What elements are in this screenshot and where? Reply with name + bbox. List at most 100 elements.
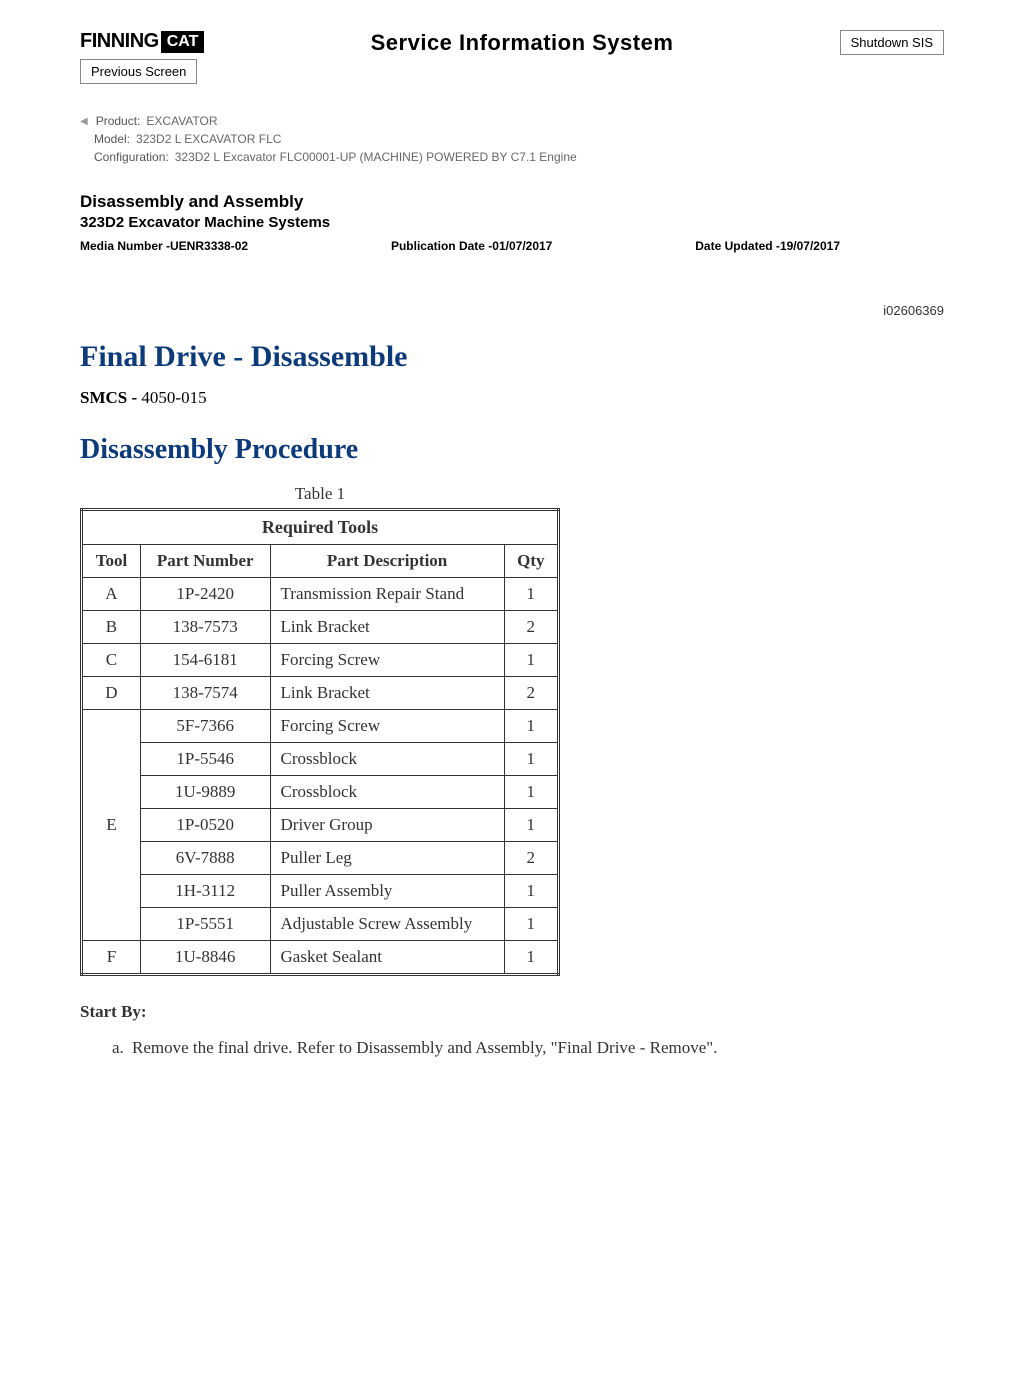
section-heading: Disassembly and Assembly 323D2 Excavator…: [80, 192, 944, 253]
smcs-value: 4050-015: [141, 388, 206, 407]
cell-part-number: 1P-0520: [140, 809, 270, 842]
col-tool: Tool: [82, 545, 141, 578]
cell-qty: 1: [504, 710, 558, 743]
start-by-list: Remove the final drive. Refer to Disasse…: [80, 1038, 944, 1058]
doc-title: Disassembly and Assembly: [80, 192, 944, 212]
table-title: Required Tools: [82, 510, 559, 545]
table-caption: Table 1: [80, 484, 560, 504]
smcs-line: SMCS - 4050-015: [80, 388, 944, 408]
cell-part-description: Transmission Repair Stand: [270, 578, 504, 611]
cell-qty: 1: [504, 776, 558, 809]
tools-table-wrap: Table 1 Required Tools Tool Part Number …: [80, 484, 560, 976]
date-updated: Date Updated -19/07/2017: [695, 239, 840, 253]
sis-title: Service Information System: [371, 30, 674, 56]
meta-config-row: Configuration: 323D2 L Excavator FLC0000…: [80, 150, 944, 164]
meta-model-value: 323D2 L EXCAVATOR FLC: [136, 132, 281, 146]
sub-heading: Disassembly Procedure: [80, 434, 944, 466]
cell-tool: D: [82, 677, 141, 710]
table-body: A1P-2420Transmission Repair Stand1B138-7…: [82, 578, 559, 975]
table-title-row: Required Tools: [82, 510, 559, 545]
cell-tool: A: [82, 578, 141, 611]
cell-qty: 1: [504, 578, 558, 611]
table-row: 1P-5546Crossblock1: [82, 743, 559, 776]
cell-part-number: 138-7573: [140, 611, 270, 644]
cell-qty: 2: [504, 677, 558, 710]
cell-part-number: 1U-9889: [140, 776, 270, 809]
media-label: Media Number -: [80, 239, 170, 253]
meta-product-value: EXCAVATOR: [146, 114, 217, 128]
logo-text: FINNING: [80, 30, 159, 53]
cell-part-description: Forcing Screw: [270, 710, 504, 743]
table-row: C154-6181Forcing Screw1: [82, 644, 559, 677]
cell-qty: 1: [504, 908, 558, 941]
cell-part-number: 138-7574: [140, 677, 270, 710]
cell-part-description: Adjustable Screw Assembly: [270, 908, 504, 941]
meta-model-row: Model: 323D2 L EXCAVATOR FLC: [80, 132, 944, 146]
cell-part-number: 1H-3112: [140, 875, 270, 908]
cell-part-number: 5F-7366: [140, 710, 270, 743]
cell-part-description: Crossblock: [270, 776, 504, 809]
table-row: E5F-7366Forcing Screw1: [82, 710, 559, 743]
table-row: F1U-8846Gasket Sealant1: [82, 941, 559, 975]
meta-block: ◀ Product: EXCAVATOR Model: 323D2 L EXCA…: [80, 114, 944, 164]
back-arrow-icon[interactable]: ◀: [80, 116, 88, 127]
cell-part-number: 1U-8846: [140, 941, 270, 975]
cell-part-number: 1P-5546: [140, 743, 270, 776]
cell-qty: 1: [504, 809, 558, 842]
cell-qty: 1: [504, 941, 558, 975]
cell-part-number: 1P-2420: [140, 578, 270, 611]
table-row: 1P-0520Driver Group1: [82, 809, 559, 842]
table-row: 1H-3112Puller Assembly1: [82, 875, 559, 908]
table-row: A1P-2420Transmission Repair Stand1: [82, 578, 559, 611]
logo-section: FINNING CAT Previous Screen: [80, 30, 204, 84]
meta-config-value: 323D2 L Excavator FLC00001-UP (MACHINE) …: [175, 150, 577, 164]
cell-part-number: 1P-5551: [140, 908, 270, 941]
previous-screen-button[interactable]: Previous Screen: [80, 59, 197, 84]
table-row: 1U-9889Crossblock1: [82, 776, 559, 809]
top-bar: FINNING CAT Previous Screen Service Info…: [80, 30, 944, 84]
media-value: UENR3338-02: [170, 239, 248, 253]
logo: FINNING CAT: [80, 30, 204, 53]
meta-model-label: Model:: [94, 132, 130, 146]
cell-part-number: 6V-7888: [140, 842, 270, 875]
cell-qty: 1: [504, 743, 558, 776]
doc-id: i02606369: [80, 303, 944, 318]
cell-part-description: Crossblock: [270, 743, 504, 776]
required-tools-table: Required Tools Tool Part Number Part Des…: [80, 508, 560, 976]
meta-product-label: Product:: [96, 114, 141, 128]
cell-part-description: Link Bracket: [270, 611, 504, 644]
cell-part-description: Forcing Screw: [270, 644, 504, 677]
cell-qty: 1: [504, 644, 558, 677]
shutdown-sis-button[interactable]: Shutdown SIS: [840, 30, 944, 55]
cell-part-description: Gasket Sealant: [270, 941, 504, 975]
start-by-heading: Start By:: [80, 1002, 944, 1022]
cell-part-description: Puller Assembly: [270, 875, 504, 908]
table-row: 6V-7888Puller Leg2: [82, 842, 559, 875]
table-header-row: Tool Part Number Part Description Qty: [82, 545, 559, 578]
cell-tool: F: [82, 941, 141, 975]
cell-qty: 2: [504, 611, 558, 644]
cell-part-number: 154-6181: [140, 644, 270, 677]
pub-value: 01/07/2017: [492, 239, 552, 253]
cell-qty: 1: [504, 875, 558, 908]
cell-part-description: Driver Group: [270, 809, 504, 842]
publication-date: Publication Date -01/07/2017: [391, 239, 552, 253]
table-row: B138-7573Link Bracket2: [82, 611, 559, 644]
meta-config-label: Configuration:: [94, 150, 169, 164]
cell-tool: C: [82, 644, 141, 677]
updated-value: 19/07/2017: [780, 239, 840, 253]
cell-tool: E: [82, 710, 141, 941]
media-number: Media Number -UENR3338-02: [80, 239, 248, 253]
col-qty: Qty: [504, 545, 558, 578]
cell-qty: 2: [504, 842, 558, 875]
smcs-label: SMCS -: [80, 388, 141, 407]
start-by-item: Remove the final drive. Refer to Disasse…: [128, 1038, 944, 1058]
updated-label: Date Updated -: [695, 239, 780, 253]
cell-tool: B: [82, 611, 141, 644]
meta-product-row: ◀ Product: EXCAVATOR: [80, 114, 944, 128]
table-row: D138-7574Link Bracket2: [82, 677, 559, 710]
pub-info: Media Number -UENR3338-02 Publication Da…: [80, 239, 840, 253]
cell-part-description: Link Bracket: [270, 677, 504, 710]
cat-badge: CAT: [161, 31, 205, 53]
doc-subtitle: 323D2 Excavator Machine Systems: [80, 214, 944, 231]
